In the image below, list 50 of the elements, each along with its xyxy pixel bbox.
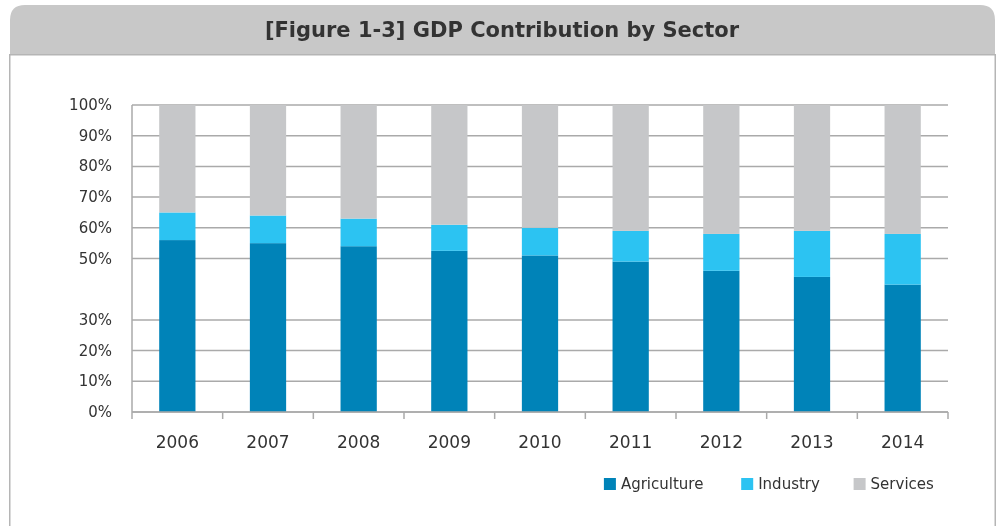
bar (612, 261, 649, 412)
bar (431, 250, 468, 412)
legend-label: Services (870, 475, 935, 493)
x-tick-label: 2009 (427, 432, 471, 452)
bar (703, 233, 740, 271)
y-tick-label: 70% (78, 188, 112, 207)
y-tick-label: 90% (78, 126, 112, 145)
bar (159, 212, 196, 241)
y-tick-label: 10% (78, 372, 112, 391)
bar (249, 243, 287, 412)
bar (884, 284, 921, 412)
y-tick-label: 100% (69, 96, 112, 114)
legend-label: Industry (758, 475, 821, 493)
y-tick-label: 50% (78, 249, 112, 268)
bar (703, 105, 740, 234)
x-tick-label: 2011 (609, 432, 653, 452)
x-tick-label: 2014 (881, 432, 925, 452)
bar (793, 105, 831, 231)
y-tick-label: 60% (78, 218, 112, 237)
bar (884, 105, 921, 234)
bar (340, 246, 377, 412)
y-tick-label: 0% (88, 403, 112, 421)
legend-label: Agriculture (620, 475, 704, 493)
bar (159, 105, 196, 213)
x-tick-label: 2013 (790, 432, 834, 452)
bar (793, 276, 831, 412)
bar (793, 230, 831, 277)
bar (340, 105, 377, 219)
x-tick-label: 2010 (518, 432, 562, 452)
bar (521, 105, 559, 228)
bar (431, 224, 468, 251)
x-tick-label: 2007 (246, 432, 290, 452)
bar (884, 233, 921, 285)
x-tick-label: 2008 (337, 432, 381, 452)
bar (612, 105, 649, 231)
bar (521, 255, 559, 412)
bar (431, 105, 468, 225)
bar (521, 227, 559, 256)
x-tick-label: 2012 (699, 432, 743, 452)
chart-title: [Figure 1-3] GDP Contribution by Sector (264, 18, 740, 42)
bar (703, 270, 740, 412)
y-tick-label: 30% (78, 310, 112, 329)
x-tick-label: 2006 (155, 432, 199, 452)
y-tick-label: 80% (78, 157, 112, 176)
bar (249, 215, 287, 244)
bar (612, 230, 649, 262)
bar (340, 218, 377, 247)
bar (249, 105, 287, 216)
bar (159, 240, 196, 412)
y-tick-label: 20% (78, 341, 112, 360)
